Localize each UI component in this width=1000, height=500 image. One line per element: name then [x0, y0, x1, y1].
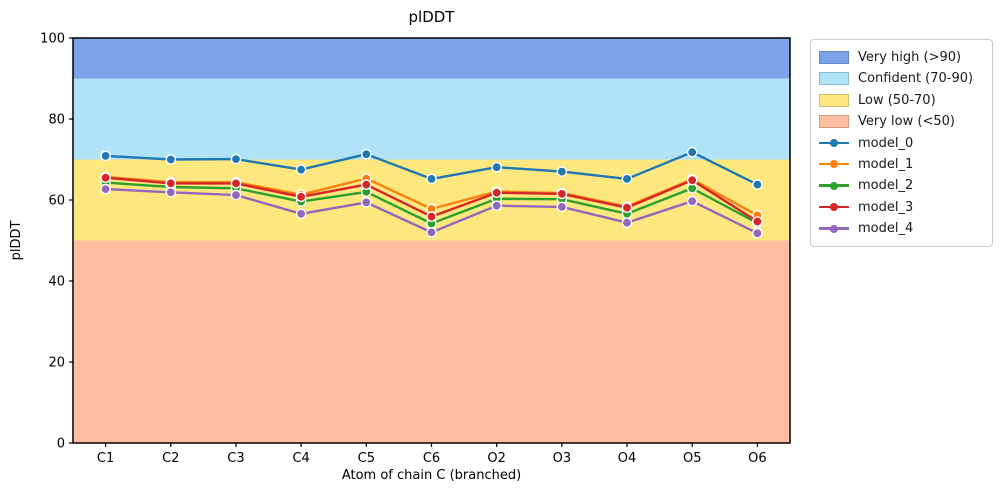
chart-title: plDDT: [408, 8, 455, 26]
legend-item: model_3: [819, 197, 984, 218]
legend-band-swatch: [819, 115, 849, 129]
y-tick-label: 0: [57, 437, 65, 452]
legend-band-swatch: [819, 93, 849, 107]
legend-item-label: Low (50-70): [858, 92, 936, 108]
legend-item-label: model_3: [858, 199, 914, 215]
legend-line-handle: [819, 137, 849, 150]
data-point-marker: [686, 195, 698, 207]
confidence-band: [73, 38, 790, 79]
legend-item-label: Confident (70-90): [858, 71, 974, 87]
legend-item-label: model_1: [858, 156, 914, 172]
y-tick-label: 20: [48, 356, 65, 371]
data-point-marker: [686, 174, 698, 186]
data-point-marker: [295, 191, 307, 203]
legend-item: Confident (70-90): [819, 68, 984, 89]
legend-dot: [830, 224, 838, 233]
data-point-marker: [165, 178, 177, 189]
legend-item: model_2: [819, 175, 984, 196]
x-tick-label: O3: [553, 451, 572, 466]
y-axis-label: plDDT: [9, 220, 24, 261]
data-point-marker: [100, 172, 111, 183]
x-tick-label: C3: [227, 451, 244, 466]
data-point-marker: [556, 166, 568, 177]
x-tick-label: C4: [292, 451, 309, 466]
legend-dot: [830, 203, 838, 212]
data-point-marker: [360, 148, 372, 160]
data-point-marker: [621, 173, 633, 185]
x-tick-label: C6: [423, 451, 440, 466]
x-tick-label: C5: [358, 451, 375, 466]
data-point-marker: [100, 183, 111, 195]
data-point-marker: [491, 187, 503, 198]
x-tick-label: C2: [162, 451, 179, 466]
data-point-marker: [360, 197, 372, 208]
data-point-marker: [360, 179, 372, 190]
data-point-marker: [230, 178, 242, 189]
legend-dot: [830, 181, 838, 190]
data-point-marker: [752, 227, 763, 239]
legend-item-label: model_4: [858, 221, 914, 236]
x-axis-label: Atom of chain C (branched): [341, 468, 522, 483]
legend-item: Very low (<50): [819, 111, 984, 132]
legend-line-handle: [819, 222, 849, 235]
y-tick-label: 40: [48, 275, 65, 290]
legend-dot: [830, 160, 838, 169]
data-point-marker: [295, 164, 307, 175]
data-point-marker: [686, 146, 698, 158]
x-tick-label: O6: [748, 451, 767, 466]
legend-item-label: model_2: [858, 178, 914, 194]
y-tick-label: 100: [40, 32, 65, 47]
legend-band-swatch: [819, 72, 849, 86]
data-point-marker: [491, 200, 503, 211]
legend-item: model_1: [819, 154, 984, 175]
data-point-marker: [426, 173, 437, 185]
legend-band-swatch: [819, 51, 849, 64]
data-point-marker: [491, 161, 503, 173]
data-point-marker: [752, 179, 763, 190]
data-point-marker: [230, 153, 242, 165]
x-tick-label: O5: [683, 451, 702, 466]
legend-item-label: Very high (>90): [858, 50, 962, 65]
data-point-marker: [752, 216, 763, 227]
data-point-marker: [426, 227, 437, 238]
legend-item: model_0: [819, 133, 984, 154]
legend-item-label: model_0: [858, 135, 914, 151]
y-tick-label: 80: [48, 113, 65, 128]
legend-item: Very high (>90): [819, 47, 984, 68]
legend-box: Very high (>90) Confident (70-90) Low (50-…: [810, 39, 993, 247]
data-point-marker: [621, 217, 633, 228]
legend-item: model_4: [819, 218, 984, 239]
data-point-marker: [100, 150, 111, 162]
data-point-marker: [295, 208, 307, 220]
confidence-band: [73, 78, 790, 160]
x-tick-label: O4: [618, 451, 637, 466]
data-point-marker: [230, 189, 242, 201]
data-point-marker: [556, 201, 568, 213]
legend-line-handle: [819, 158, 849, 171]
legend-item-label: Very low (<50): [858, 114, 955, 130]
legend-line-handle: [819, 179, 849, 192]
legend-item: Low (50-70): [819, 90, 984, 111]
data-point-marker: [621, 202, 633, 213]
data-point-marker: [165, 154, 177, 165]
y-tick-label: 60: [48, 194, 65, 209]
data-point-marker: [556, 188, 568, 200]
x-tick-label: O2: [487, 451, 506, 466]
x-tick-label: C1: [97, 451, 114, 466]
data-point-marker: [426, 211, 437, 222]
legend-line-handle: [819, 201, 849, 214]
legend-dot: [830, 139, 838, 147]
data-point-marker: [165, 186, 177, 198]
confidence-band: [73, 240, 790, 443]
